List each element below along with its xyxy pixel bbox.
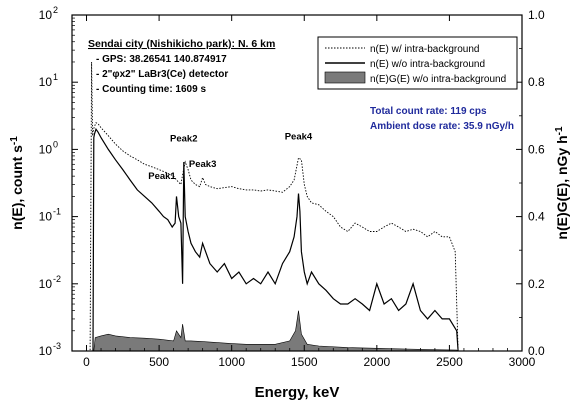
- y-left-tick-label: 10: [39, 210, 53, 224]
- y-left-tick-label: 10: [39, 75, 53, 89]
- total-count-rate: Total count rate: 119 cps: [370, 106, 487, 117]
- y-left-tick-label: 10: [39, 277, 53, 291]
- info-line: - Counting time: 1609 s: [96, 84, 206, 95]
- legend: n(E) w/ intra-background n(E) w/o intra-…: [317, 36, 518, 90]
- x-tick-label: 500: [149, 355, 169, 369]
- y-axis-left-title: n(E), count s-1: [9, 136, 25, 230]
- x-axis-title: Energy, keV: [255, 384, 340, 401]
- y-right-tick-label: 1.0: [528, 8, 545, 22]
- info-line: - GPS: 38.26541 140.874917: [96, 54, 227, 65]
- series-area-ng: [93, 310, 460, 352]
- y-left-tick-exponent: 1: [53, 72, 58, 82]
- y-left-tick-exponent: 0: [53, 139, 58, 149]
- y-right-tick-label: 0.2: [528, 277, 545, 291]
- legend-label: n(E) w/o intra-background: [370, 59, 485, 70]
- y-left-tick-exponent: -3: [53, 341, 61, 351]
- x-tick-label: 2000: [363, 355, 390, 369]
- peak-label: Peak4: [285, 132, 313, 143]
- y-left-tick-label: 10: [39, 344, 53, 358]
- y-left-tick-label: 10: [39, 8, 53, 22]
- ambient-dose-rate: Ambient dose rate: 35.9 nGy/h: [370, 121, 514, 132]
- y-axis-right-title: n(E)G(E), nGy h-1: [554, 126, 570, 240]
- y-left-tick-exponent: -2: [53, 274, 61, 284]
- y-left-tick-exponent: 2: [53, 5, 58, 15]
- y-right-tick-label: 0.8: [528, 75, 545, 89]
- info-line: - 2"φx2" LaBr3(Ce) detector: [96, 69, 228, 80]
- x-tick-label: 1500: [291, 355, 318, 369]
- x-tick-label: 0: [83, 355, 90, 369]
- y-left-tick-label: 10: [39, 142, 53, 156]
- y-right-tick-label: 0.0: [528, 344, 545, 358]
- peak-label: Peak1: [148, 171, 176, 182]
- peak-label: Peak3: [189, 159, 216, 170]
- x-tick-label: 2500: [436, 355, 463, 369]
- legend-label: n(E) w/ intra-background: [370, 44, 480, 55]
- legend-label: n(E)G(E) w/o intra-background: [370, 74, 506, 85]
- y-left-tick-exponent: -1: [53, 207, 61, 217]
- y-right-tick-label: 0.6: [528, 142, 545, 156]
- y-right-tick-label: 0.4: [528, 210, 545, 224]
- x-tick-label: 3000: [509, 355, 536, 369]
- info-title: Sendai city (Nishikicho park): N. 6 km: [88, 38, 275, 50]
- peak-label: Peak2: [170, 134, 197, 145]
- series-line-without-bg: [92, 127, 459, 352]
- legend-swatch-area: [324, 71, 366, 84]
- x-tick-label: 1000: [218, 355, 245, 369]
